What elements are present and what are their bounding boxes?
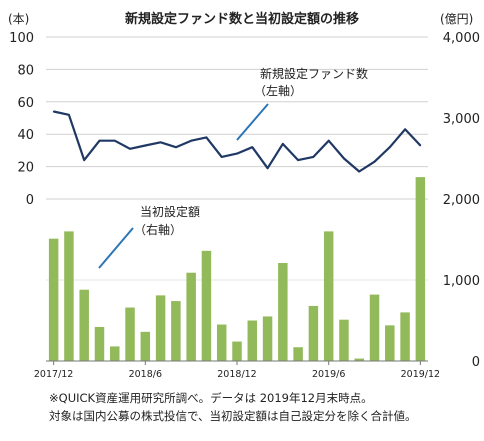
bar [48,238,59,361]
x-tick-label: 2018/12 [217,369,256,380]
line-point [343,157,345,160]
line-point [190,139,192,142]
chart-title: 新規設定ファンド数と当初設定額の推移 [125,11,359,27]
left-tick-label: 20 [17,161,34,176]
line-point [220,156,223,158]
bar [247,320,258,361]
footnote-scope: 対象は国内公募の株式投信で、当初設定額は自己設定分を除く合計値。 [49,409,417,423]
x-axis-ticks: 2017/12 2018/6 2018/12 2019/6 2019/12 [34,361,440,380]
bar [308,305,319,361]
bar [125,307,135,361]
line-point [266,167,269,170]
bar [216,324,227,361]
bar-annotation: 当初設定額 （右軸） [98,204,200,269]
line-point [144,144,147,147]
line-point [52,110,55,113]
bar [94,326,105,361]
right-tick-label: 3,000 [443,112,480,127]
line-point [389,146,391,148]
bar [415,177,426,361]
line-point [113,139,116,142]
bar [232,341,242,361]
bar [201,250,212,361]
line-point [327,139,330,142]
line-series [52,110,422,173]
right-tick-label: 0 [472,355,480,370]
left-tick-label: 0 [26,193,34,208]
bar [110,346,120,361]
bar [354,358,364,361]
bar [79,289,89,361]
line-annotation-pointer [236,103,269,141]
line-point [297,159,299,161]
bar [293,347,303,361]
footnote-source: ※QUICK資産運用研究所調べ。データは 2019年12月末時点。 [49,391,373,405]
left-tick-label: 40 [17,128,34,143]
bars-series [48,177,426,361]
line-annotation: 新規設定ファンド数 （左軸） [236,66,368,141]
line-point [83,159,85,161]
line-point [159,141,162,144]
line-point [68,113,70,116]
line-point [358,170,361,173]
bar [171,301,181,361]
right-axis-ticks: 4,000 3,000 2,000 1,000 0 [443,31,480,370]
left-tick-label: 100 [9,31,34,46]
bar-annotation-label: 当初設定額 [140,204,200,219]
bar-annotation-axis: （右軸） [134,222,182,237]
bar [155,295,166,361]
x-tick-label: 2019/6 [312,369,345,380]
line-point [282,143,284,145]
bar [278,262,288,361]
right-tick-label: 4,000 [443,31,480,46]
line-point [312,156,315,158]
line-point [404,128,406,131]
bar [186,272,196,361]
bar [385,325,395,361]
line-point [175,146,177,148]
bar [369,294,380,361]
line-point [205,136,208,139]
left-tick-label: 80 [17,63,34,78]
x-tick-label: 2018/6 [129,369,162,380]
x-tick-label: 2019/12 [401,369,440,380]
bar [339,319,349,361]
line-point [129,147,131,150]
bar [262,316,273,361]
bar [323,231,334,361]
left-tick-label: 60 [17,96,34,111]
bar [140,331,151,361]
line-point [373,160,376,163]
line-point [98,139,101,142]
bar [64,231,74,361]
line-point [251,146,254,148]
x-tick-label: 2017/12 [34,369,73,380]
left-axis-ticks: 100 80 60 40 20 0 [9,31,34,208]
bar [400,312,410,361]
right-tick-label: 1,000 [443,274,480,289]
line-annotation-axis: （左軸） [254,83,302,98]
right-tick-label: 2,000 [443,193,480,208]
left-axis-unit: (本) [8,12,29,26]
line-point [236,152,238,155]
line-annotation-label: 新規設定ファンド数 [260,66,368,81]
right-axis-unit: (億円) [440,12,473,26]
bar-annotation-pointer [98,227,134,269]
line-point [419,144,422,147]
gridlines [46,36,428,281]
